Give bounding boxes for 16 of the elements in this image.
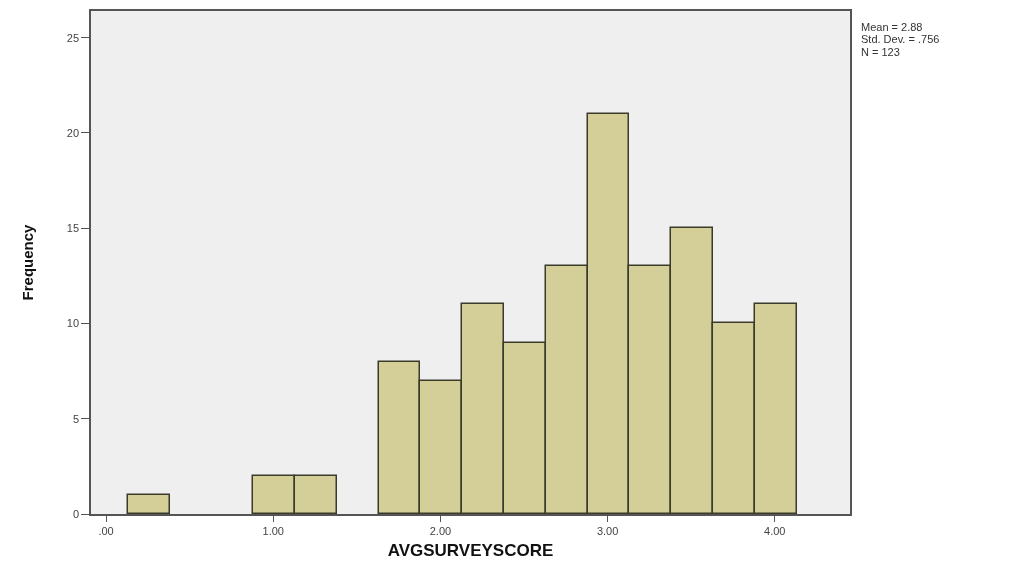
y-axis-title: Frequency (18, 223, 36, 301)
x-tick-label: 3.00 (596, 524, 619, 537)
text: Mean = 2.88 (861, 21, 923, 33)
y-tick-label: 5 (72, 412, 80, 425)
text: N = 123 (861, 46, 900, 58)
x-axis-title: AVGSURVEYSCORE (387, 540, 554, 560)
x-tick-label: 1.00 (262, 524, 284, 537)
y-tick-label: 15 (66, 222, 80, 235)
x-tick-label: .00 (98, 524, 114, 537)
y-tick-label: 25 (66, 31, 80, 44)
x-tick-label: 2.00 (429, 524, 452, 537)
x-tick-label: 4.00 (764, 524, 786, 537)
y-tick-label: 0 (72, 507, 80, 520)
y-tick-label: 10 (66, 317, 80, 330)
y-tick-label: 20 (66, 126, 80, 139)
text: Std. Dev. = .756 (861, 33, 940, 45)
